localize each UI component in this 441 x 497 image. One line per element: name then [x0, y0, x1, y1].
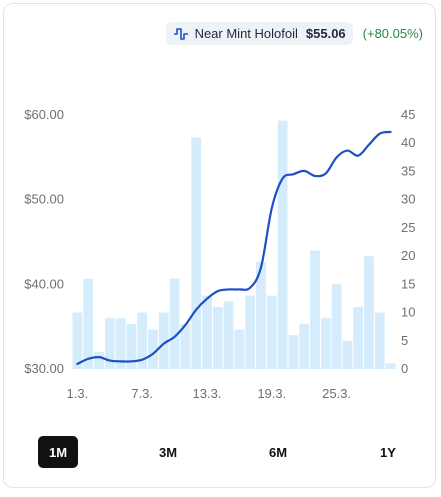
- price-line: [76, 130, 392, 366]
- volume-bar: [320, 318, 331, 369]
- y-right-tick-label: 35: [401, 163, 415, 178]
- y-right-tick-label: 20: [401, 248, 415, 263]
- range-6m-button[interactable]: 6M: [268, 444, 288, 460]
- volume-bar: [148, 329, 158, 369]
- range-selector: 1M 3M 6M 1Y: [38, 436, 398, 468]
- volume-bar: [299, 323, 310, 369]
- volume-bar: [115, 318, 126, 369]
- x-tick-label: 25.3.: [322, 386, 351, 401]
- volume-bar: [169, 278, 180, 369]
- x-tick-label: 19.3.: [257, 386, 286, 401]
- volume-bar: [180, 323, 191, 369]
- volume-bar: [364, 256, 374, 369]
- x-tick-label: 1.3.: [67, 386, 89, 401]
- volume-bar: [353, 306, 364, 369]
- range-3m-button[interactable]: 3M: [158, 444, 178, 460]
- range-1y-button[interactable]: 1Y: [380, 444, 396, 460]
- volume-bar: [137, 312, 148, 369]
- volume-bar: [72, 312, 83, 369]
- y-right-tick-label: 25: [401, 220, 415, 235]
- y-right-tick-label: 15: [401, 276, 415, 291]
- volume-bar: [374, 312, 385, 369]
- volume-bar: [256, 261, 266, 369]
- volume-bar: [126, 323, 137, 369]
- volume-bar: [385, 363, 396, 369]
- volume-bar: [212, 306, 223, 369]
- x-tick-label: 7.3.: [131, 386, 153, 401]
- y-left-tick-label: $50.00: [24, 192, 64, 207]
- y-left-tick-label: $30.00: [24, 361, 64, 376]
- y-right-tick-label: 40: [401, 135, 415, 150]
- volume-bar: [277, 120, 288, 370]
- y-right-tick-label: 0: [401, 361, 408, 376]
- y-right-tick-label: 30: [401, 192, 415, 207]
- price-change: (+80.05%): [362, 26, 423, 41]
- range-1m-button[interactable]: 1M: [38, 436, 78, 468]
- volume-bar: [342, 340, 353, 369]
- y-right-tick-label: 45: [401, 107, 415, 122]
- volume-bar: [223, 301, 234, 369]
- volume-bar: [104, 318, 115, 369]
- price-volume-chart: $30.00 $40.00 $50.00 $60.00 0 5 10 15 20 25 30 35 40…: [24, 107, 415, 401]
- volume-bar: [202, 295, 212, 369]
- chart-card: [3, 3, 436, 488]
- volume-bar: [191, 137, 202, 369]
- volume-bar: [288, 335, 299, 369]
- y-left-tick-label: $60.00: [24, 107, 64, 122]
- y-right-tick-label: 10: [401, 305, 415, 320]
- volume-bar: [310, 250, 320, 369]
- volume-bar: [234, 329, 245, 369]
- x-tick-label: 13.3.: [193, 386, 222, 401]
- volume-bar: [83, 278, 94, 369]
- series-legend-item[interactable]: Near Mint Holofoil $55.06: [165, 22, 353, 45]
- volume-bar: [94, 352, 104, 369]
- chart-legend: Near Mint Holofoil $55.06 (+80.05%): [165, 22, 423, 45]
- series-name: Near Mint Holofoil: [194, 26, 298, 41]
- volume-bar: [331, 284, 342, 369]
- volume-bar: [266, 295, 277, 369]
- y-left-tick-label: $40.00: [24, 276, 64, 291]
- pulse-line-icon: [173, 27, 189, 41]
- volume-bar: [158, 312, 169, 369]
- current-price: $55.06: [305, 26, 346, 41]
- volume-bar: [245, 295, 256, 369]
- y-right-tick-label: 5: [401, 333, 408, 348]
